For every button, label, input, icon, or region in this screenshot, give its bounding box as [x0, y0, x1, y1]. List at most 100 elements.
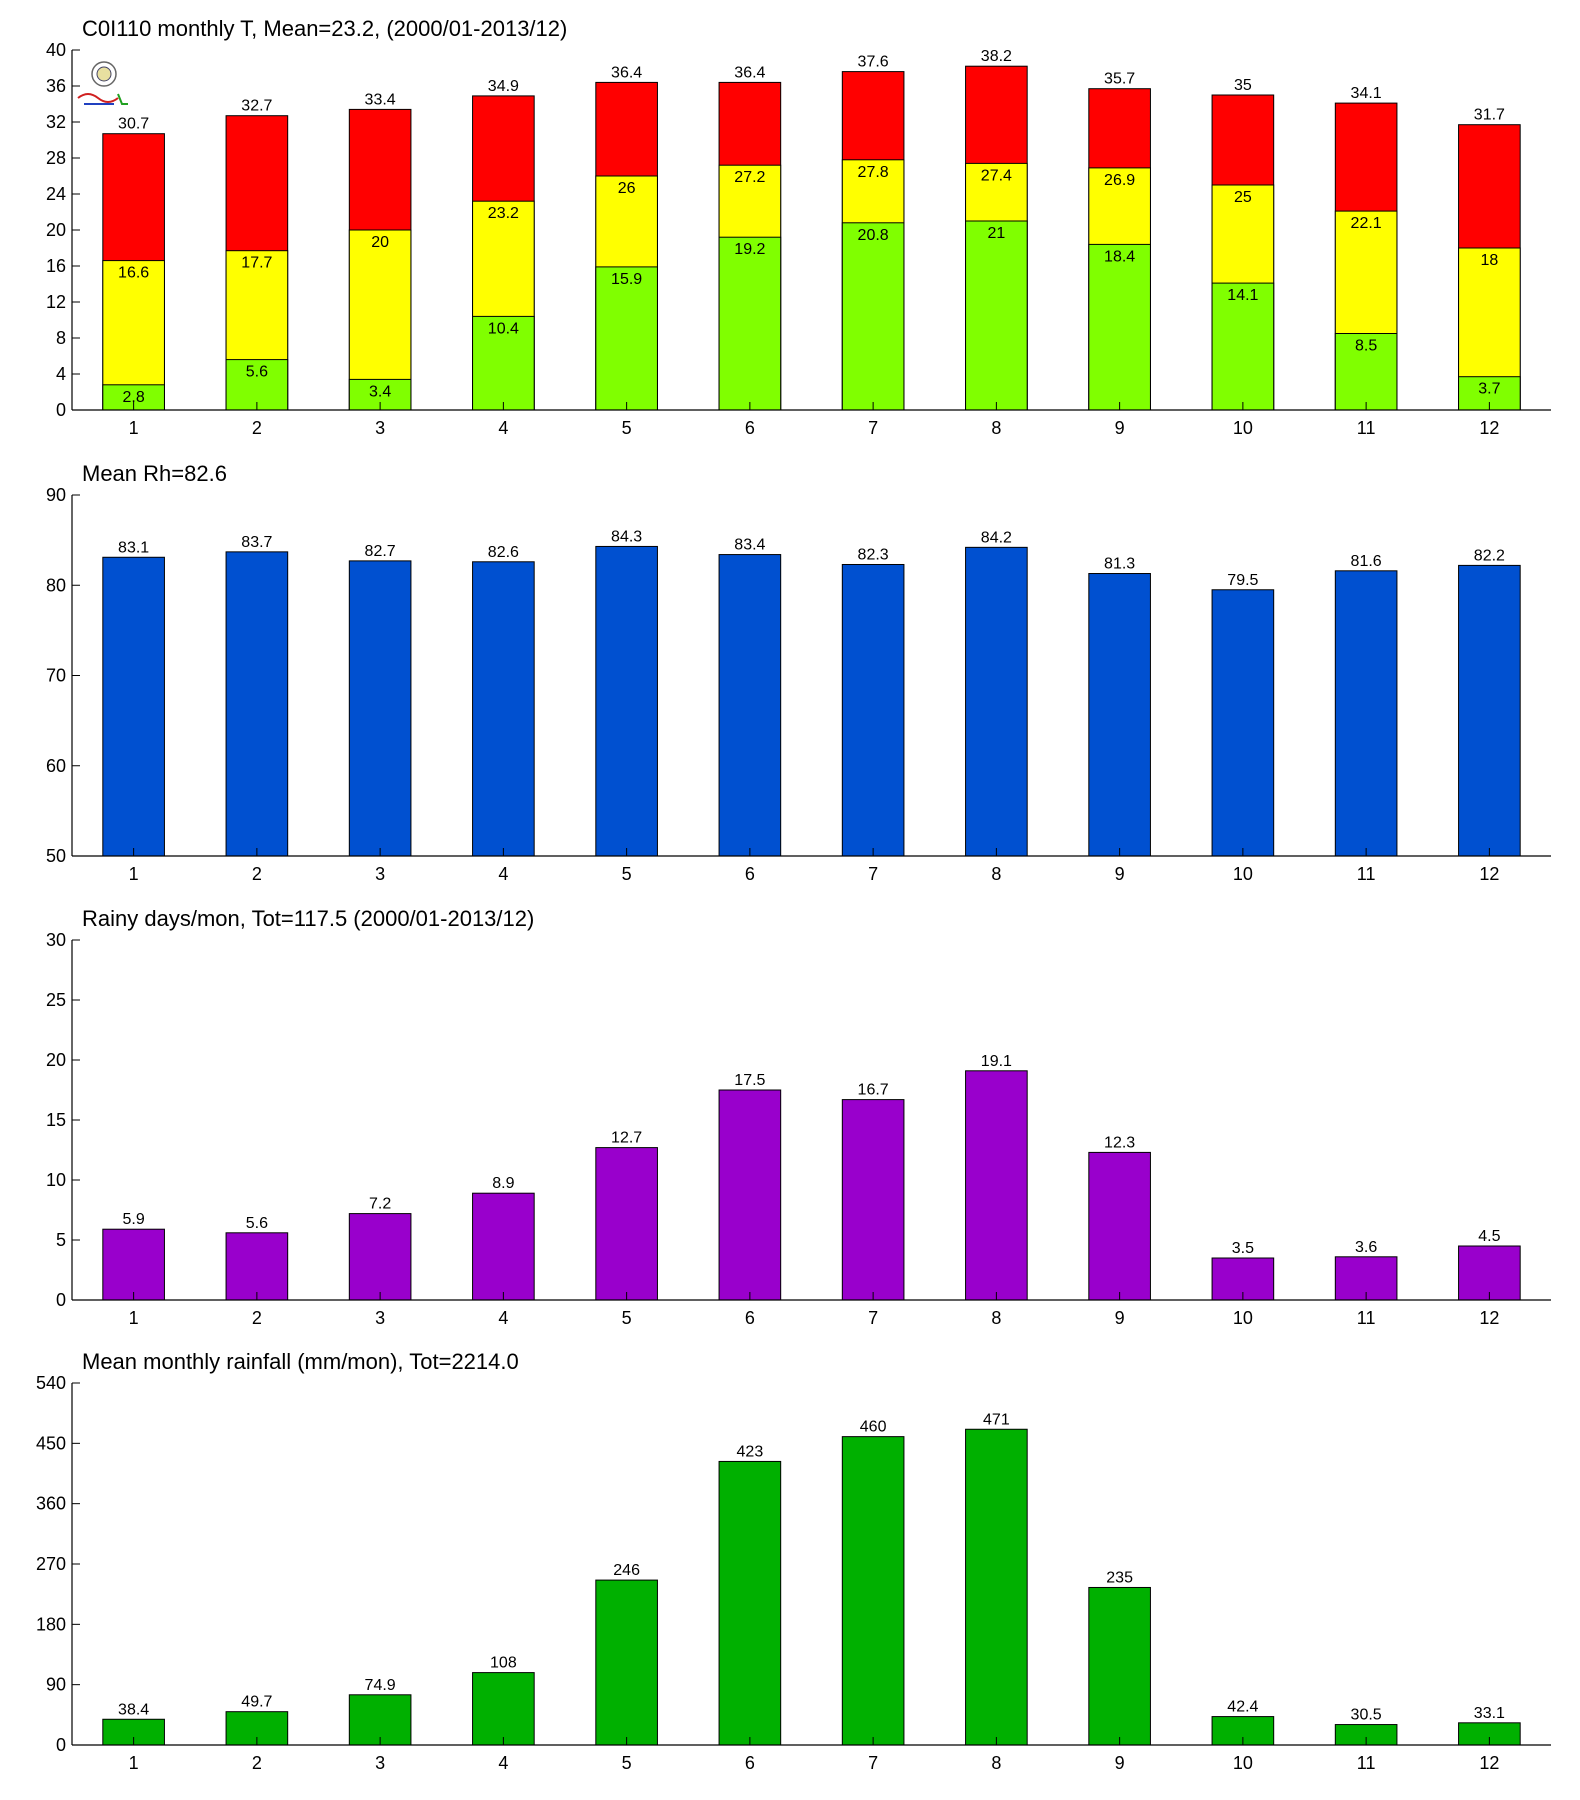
data-label-series-1-month-3: 74.9	[365, 1677, 396, 1694]
bar-series-1-month-4	[472, 1192, 535, 1301]
bar-series-3-month-5	[595, 266, 658, 411]
x-tick-label-9: 9	[1115, 864, 1125, 884]
x-tick-label-11: 11	[1357, 418, 1376, 438]
y-tick-label-15: 15	[46, 1110, 66, 1130]
y-tick-label-12: 12	[46, 292, 66, 312]
bar-series-3-month-8	[965, 220, 1028, 411]
data-label-series-2-month-4: 23.2	[488, 205, 519, 222]
y-tick-label-8: 8	[56, 328, 66, 348]
x-tick-label-9: 9	[1115, 1308, 1125, 1328]
x-tick-label-3: 3	[375, 1753, 385, 1773]
bar-series-3-month-2	[225, 359, 289, 411]
x-tick-label-3: 3	[375, 418, 385, 438]
x-tick-label-11: 11	[1357, 1753, 1376, 1773]
bar-series-1-month-6	[718, 1460, 782, 1746]
bar-series-1-month-9	[1088, 573, 1151, 857]
data-label-series-1-month-8: 471	[983, 1411, 1010, 1428]
bar-series-3-month-11	[1334, 333, 1398, 411]
data-label-series-2-month-1: 16.6	[118, 265, 149, 282]
y-tick-label-90: 90	[46, 1675, 66, 1695]
data-label-series-3-month-8: 21	[987, 225, 1005, 242]
bar-series-1-month-8	[965, 1070, 1028, 1301]
y-tick-label-40: 40	[46, 40, 66, 60]
bar-series-1-month-5	[595, 545, 658, 857]
x-tick-label-4: 4	[498, 418, 508, 438]
data-label-series-1-month-5: 246	[613, 1562, 640, 1579]
bar-series-1-month-3	[348, 1694, 412, 1746]
bar-series-1-month-3	[348, 1213, 412, 1301]
data-label-series-2-month-5: 26	[618, 180, 636, 197]
data-label-series-1-month-7: 37.6	[858, 54, 889, 71]
data-label-series-1-month-12: 4.5	[1478, 1228, 1500, 1245]
data-label-series-1-month-4: 82.6	[488, 544, 519, 561]
bar-series-3-month-10	[1211, 282, 1275, 411]
bar-series-1-month-6	[718, 554, 782, 857]
x-tick-label-5: 5	[622, 1753, 632, 1773]
data-label-series-1-month-12: 33.1	[1474, 1705, 1505, 1722]
bar-series-1-month-12	[1458, 1245, 1521, 1301]
x-tick-label-11: 11	[1357, 1308, 1376, 1328]
y-tick-label-36: 36	[46, 76, 66, 96]
x-tick-label-7: 7	[868, 1308, 878, 1328]
data-label-series-3-month-12: 3.7	[1478, 381, 1500, 398]
x-tick-label-1: 1	[129, 864, 139, 884]
bar-series-1-month-6	[718, 1089, 782, 1301]
data-label-series-2-month-2: 17.7	[241, 255, 272, 272]
data-label-series-2-month-6: 27.2	[734, 169, 765, 186]
y-tick-label-90: 90	[46, 485, 66, 505]
x-tick-label-1: 1	[129, 1753, 139, 1773]
bar-series-3-month-7	[841, 222, 905, 411]
x-tick-label-12: 12	[1479, 1753, 1499, 1773]
data-label-series-1-month-8: 84.2	[981, 529, 1012, 546]
data-label-series-1-month-1: 83.1	[118, 539, 149, 556]
data-label-series-1-month-11: 81.6	[1351, 553, 1382, 570]
y-tick-label-0: 0	[56, 1735, 66, 1755]
x-tick-label-1: 1	[129, 1308, 139, 1328]
x-tick-label-4: 4	[498, 1753, 508, 1773]
data-label-series-1-month-1: 5.9	[123, 1211, 145, 1228]
x-tick-label-8: 8	[991, 864, 1001, 884]
data-label-series-1-month-7: 16.7	[858, 1082, 889, 1099]
x-tick-label-5: 5	[622, 864, 632, 884]
data-label-series-1-month-7: 82.3	[858, 546, 889, 563]
data-label-series-1-month-9: 235	[1106, 1569, 1133, 1586]
x-tick-label-1: 1	[129, 418, 139, 438]
data-label-series-1-month-2: 83.7	[241, 534, 272, 551]
bar-series-1-month-1	[102, 1228, 165, 1301]
bar-series-1-month-8	[965, 1428, 1028, 1746]
x-tick-label-4: 4	[498, 864, 508, 884]
bar-series-1-month-7	[841, 563, 905, 857]
data-label-series-2-month-10: 25	[1234, 189, 1252, 206]
y-tick-label-0: 0	[56, 1290, 66, 1310]
x-tick-label-12: 12	[1479, 864, 1499, 884]
x-tick-label-4: 4	[498, 1308, 508, 1328]
data-label-series-3-month-3: 3.4	[369, 383, 391, 400]
data-label-series-3-month-6: 19.2	[734, 241, 765, 258]
data-label-series-2-month-8: 27.4	[981, 167, 1012, 184]
bar-series-1-month-2	[225, 551, 289, 857]
data-label-series-1-month-3: 82.7	[365, 543, 396, 560]
data-label-series-1-month-11: 30.5	[1351, 1707, 1382, 1724]
data-label-series-1-month-2: 5.6	[246, 1215, 268, 1232]
bar-series-3-month-4	[472, 315, 535, 411]
data-label-series-1-month-8: 19.1	[981, 1053, 1012, 1070]
y-tick-label-450: 450	[36, 1433, 66, 1453]
x-tick-label-2: 2	[252, 864, 262, 884]
data-label-series-1-month-11: 3.6	[1355, 1239, 1377, 1256]
x-tick-label-9: 9	[1115, 1753, 1125, 1773]
data-label-series-1-month-2: 49.7	[241, 1694, 272, 1711]
x-tick-label-2: 2	[252, 1753, 262, 1773]
x-tick-label-8: 8	[991, 418, 1001, 438]
data-label-series-3-month-4: 10.4	[488, 320, 519, 337]
data-label-series-3-month-1: 2.8	[123, 389, 145, 406]
data-label-series-1-month-8: 38.2	[981, 48, 1012, 65]
y-tick-label-10: 10	[46, 1170, 66, 1190]
station-lab-logo	[77, 61, 128, 105]
chart-panel-1: 30.732.7 33.434.936.4 36.437.6 38.235.7 35 34…	[46, 16, 1551, 438]
y-tick-label-28: 28	[46, 148, 66, 168]
data-label-series-2-month-9: 26.9	[1104, 172, 1135, 189]
x-tick-label-5: 5	[622, 1308, 632, 1328]
chart-title-1: C0I110 monthly T, Mean=23.2, (2000/01-20…	[82, 16, 567, 41]
x-tick-label-11: 11	[1357, 864, 1376, 884]
